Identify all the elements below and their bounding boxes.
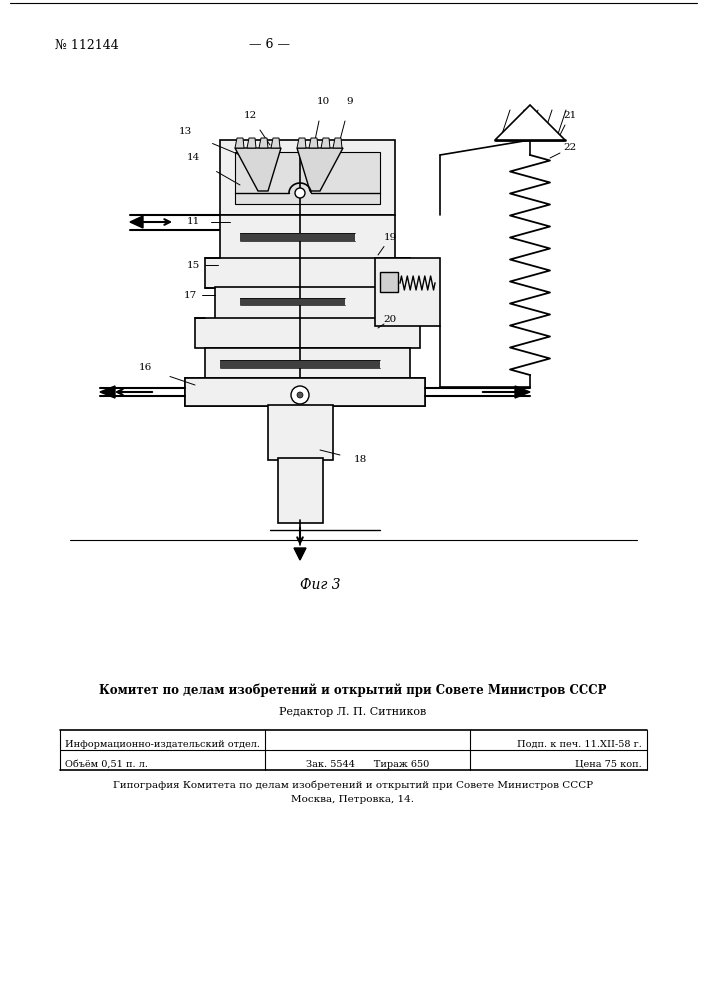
Bar [220, 140, 395, 215]
Text: 14: 14 [187, 153, 199, 162]
Bar [268, 405, 333, 460]
Text: Редактор Л. П. Ситников: Редактор Л. П. Ситников [279, 707, 426, 717]
Polygon shape [271, 138, 280, 148]
Text: Фиг 3: Фиг 3 [300, 578, 340, 592]
Polygon shape [297, 138, 306, 148]
Text: — 6 —: — 6 — [250, 38, 291, 51]
Text: 20: 20 [383, 316, 397, 324]
Text: Москва, Петровка, 14.: Москва, Петровка, 14. [291, 796, 414, 804]
Polygon shape [100, 386, 115, 398]
Bar [205, 258, 410, 288]
Bar [220, 215, 395, 260]
Text: 22: 22 [563, 143, 577, 152]
Polygon shape [333, 138, 342, 148]
Circle shape [297, 392, 303, 398]
Bar [240, 298, 345, 305]
Text: 16: 16 [139, 363, 151, 372]
Text: 12: 12 [243, 110, 257, 119]
Bar [240, 233, 355, 241]
Circle shape [291, 386, 309, 404]
Polygon shape [235, 148, 281, 191]
Polygon shape [259, 138, 268, 148]
Text: 9: 9 [346, 98, 354, 106]
Text: 10: 10 [316, 98, 329, 106]
Text: Подп. к печ. 11.XII-58 г.: Подп. к печ. 11.XII-58 г. [517, 740, 642, 749]
Polygon shape [294, 548, 306, 560]
Bar [278, 458, 323, 523]
Text: 15: 15 [187, 260, 199, 269]
Text: 13: 13 [178, 127, 192, 136]
Text: Цена 75 коп.: Цена 75 коп. [575, 760, 642, 769]
Text: 11: 11 [187, 218, 199, 227]
Bar [195, 318, 420, 348]
Text: Зак. 5544      Тираж 650: Зак. 5544 Тираж 650 [306, 760, 429, 769]
Polygon shape [235, 138, 244, 148]
Text: 18: 18 [354, 456, 367, 464]
Text: Информационно-издательский отдел.: Информационно-издательский отдел. [65, 740, 260, 749]
Bar [215, 287, 400, 319]
Bar [220, 360, 380, 368]
Bar [185, 378, 425, 406]
Text: 21: 21 [563, 110, 577, 119]
Polygon shape [495, 105, 565, 140]
Circle shape [295, 188, 305, 198]
Polygon shape [297, 148, 343, 191]
Text: Гипография Комитета по делам изобретений и открытий при Совете Министров СССР: Гипография Комитета по делам изобретений… [113, 780, 593, 790]
Text: Комитет по делам изобретений и открытий при Совете Министров СССР: Комитет по делам изобретений и открытий … [99, 683, 607, 697]
Polygon shape [130, 216, 143, 228]
Text: № 112144: № 112144 [55, 38, 119, 51]
Bar [375, 258, 440, 326]
Bar [205, 348, 410, 380]
Text: 17: 17 [183, 290, 197, 300]
Polygon shape [247, 138, 256, 148]
Polygon shape [515, 386, 530, 398]
Text: Объём 0,51 п. л.: Объём 0,51 п. л. [65, 760, 148, 769]
Polygon shape [321, 138, 330, 148]
Bar [185, 378, 425, 406]
Polygon shape [309, 138, 318, 148]
Bar [235, 152, 380, 204]
Bar [380, 272, 398, 292]
Text: 19: 19 [383, 233, 397, 242]
